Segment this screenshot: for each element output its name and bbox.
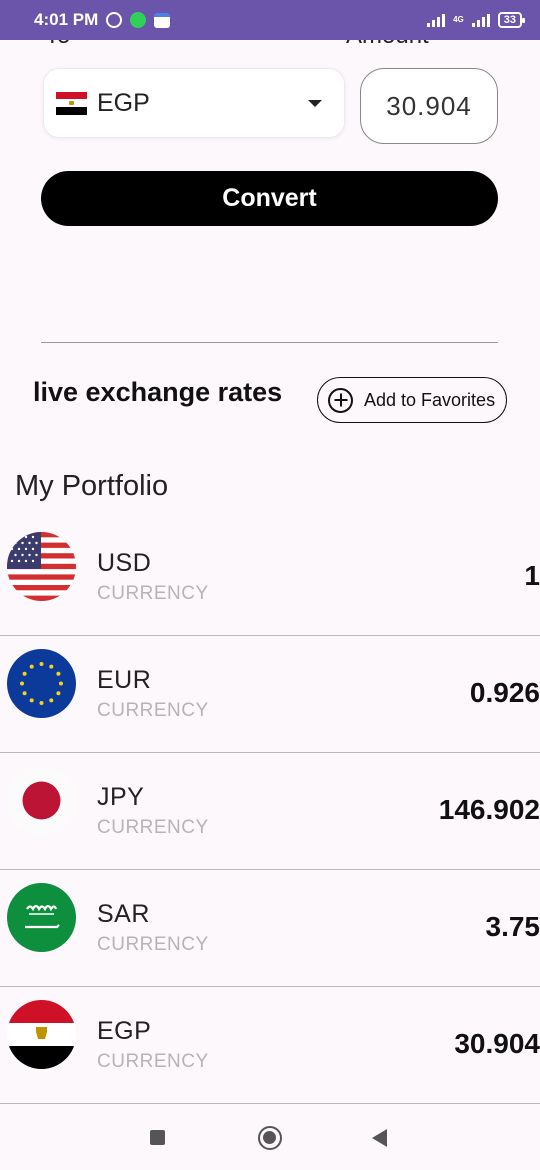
status-time: 4:01 PM	[34, 10, 99, 29]
status-right: 4G 33	[427, 12, 526, 28]
signal-icon-2	[471, 13, 490, 27]
battery-level: 33	[503, 14, 516, 26]
japan-flag-icon	[7, 766, 76, 835]
add-favorites-button[interactable]: Add to Favorites	[317, 377, 507, 423]
amount-input[interactable]: 30.904	[360, 68, 498, 144]
list-item[interactable]: USD CURRENCY 1	[0, 519, 540, 636]
rate-value: 0.926	[469, 677, 540, 708]
live-rates-title: live exchange rates	[33, 377, 283, 407]
currency-code: EUR	[97, 666, 152, 694]
currency-type: CURRENCY	[97, 583, 209, 604]
currency-code: USD	[97, 549, 152, 577]
egypt-flag-icon	[56, 91, 87, 115]
currency-code: SAR	[97, 900, 150, 928]
rate-value: 30.904	[454, 1028, 540, 1059]
signal-icon	[427, 13, 446, 27]
home-icon[interactable]	[258, 1126, 282, 1150]
currency-select[interactable]: EGP	[43, 68, 345, 138]
list-item[interactable]: SAR CURRENCY 3.75	[0, 870, 540, 987]
saudi-flag-icon	[7, 883, 76, 952]
convert-button[interactable]: Convert	[41, 171, 498, 226]
currency-type: CURRENCY	[97, 1051, 209, 1072]
status-bar: 4:01 PM 4G 33	[0, 0, 540, 40]
list-item[interactable]: EUR CURRENCY 0.926	[0, 636, 540, 753]
list-item[interactable]: EGP CURRENCY 30.904	[0, 987, 540, 1104]
list-item[interactable]: JPY CURRENCY 146.902	[0, 753, 540, 870]
alarm-icon	[106, 12, 123, 28]
rate-value: 3.75	[485, 911, 540, 942]
chevron-down-icon	[308, 99, 322, 107]
currency-code: JPY	[97, 783, 145, 811]
divider	[41, 342, 498, 343]
egypt-flag-icon	[7, 1000, 76, 1069]
eu-flag-icon	[7, 649, 76, 718]
navigation-bar	[0, 1105, 540, 1170]
plus-circle-icon	[328, 387, 353, 413]
portfolio-title: My Portfolio	[15, 470, 169, 502]
selected-currency: EGP	[97, 88, 150, 117]
currency-type: CURRENCY	[97, 700, 209, 721]
usa-flag-icon	[7, 532, 76, 601]
battery-icon: 33	[497, 12, 526, 28]
back-icon[interactable]	[372, 1129, 387, 1147]
currency-code: EGP	[97, 1017, 152, 1045]
rate-value: 1	[524, 560, 540, 591]
status-left: 4:01 PM	[34, 10, 171, 30]
rate-value: 146.902	[438, 794, 540, 825]
add-favorites-label: Add to Favorites	[364, 389, 496, 410]
currency-type: CURRENCY	[97, 817, 209, 838]
calendar-icon	[154, 12, 171, 28]
network-label: 4G	[453, 15, 464, 24]
currency-type: CURRENCY	[97, 934, 209, 955]
whatsapp-icon	[130, 12, 147, 28]
recent-apps-icon[interactable]	[150, 1130, 165, 1145]
